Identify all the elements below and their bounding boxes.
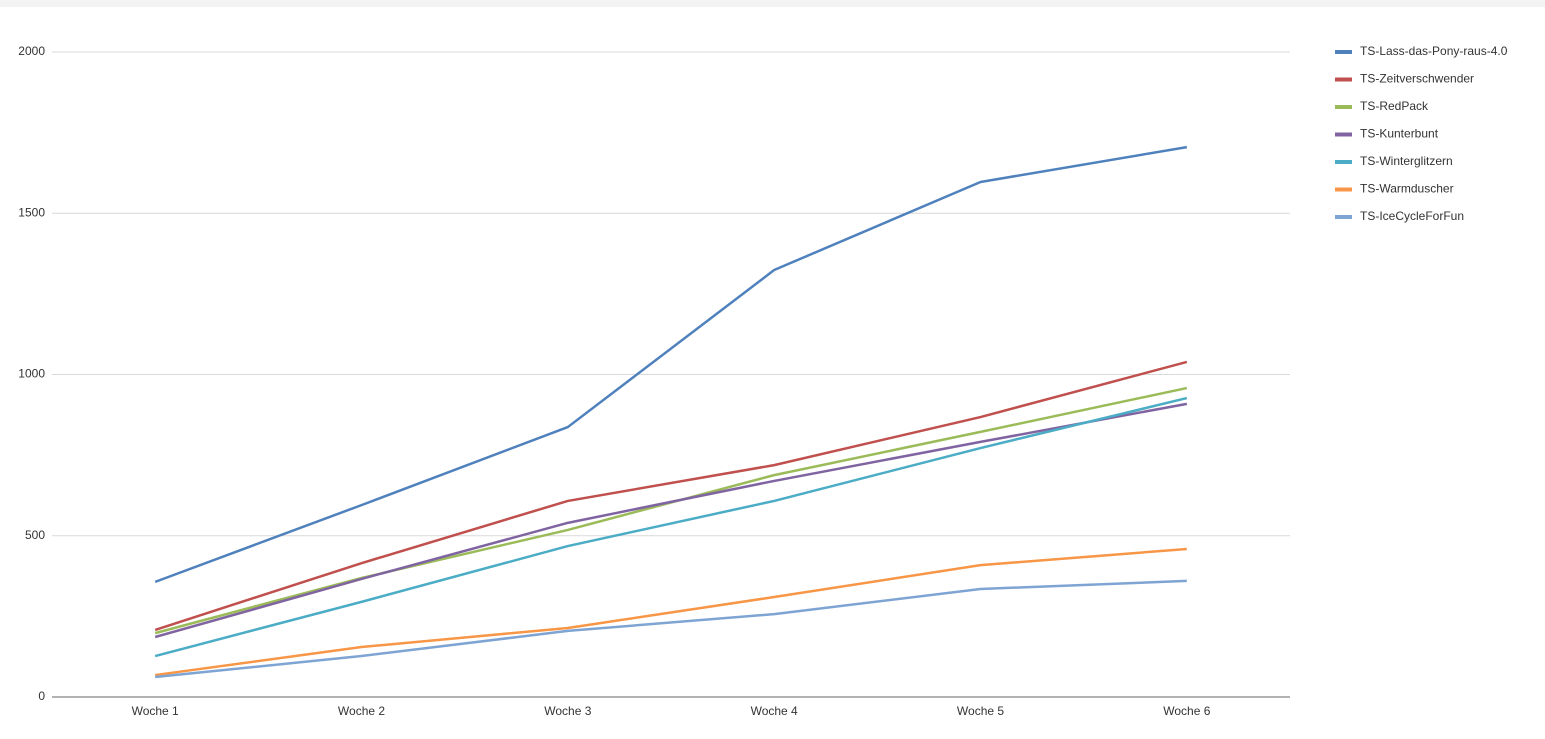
x-tick-label: Woche 5: [957, 704, 1004, 718]
x-tick-label: Woche 3: [544, 704, 591, 718]
series-line: [154, 547, 1187, 677]
legend-label: TS-Zeitverschwender: [1360, 72, 1474, 86]
series-line: [155, 579, 1187, 679]
legend-label: TS-Kunterbunt: [1360, 127, 1439, 141]
x-tick-label: Woche 1: [132, 704, 179, 718]
y-tick-label: 1000: [18, 367, 45, 381]
legend-label: TS-IceCycleForFun: [1360, 209, 1464, 223]
x-tick-label: Woche 6: [1163, 704, 1210, 718]
x-tick-label: Woche 4: [751, 704, 798, 718]
series-line: [154, 360, 1188, 632]
y-tick-label: 2000: [18, 44, 45, 58]
legend-label: TS-Winterglitzern: [1360, 154, 1453, 168]
legend-label: TS-RedPack: [1360, 99, 1429, 113]
series-line: [154, 396, 1188, 658]
series-line: [154, 402, 1188, 639]
y-tick-label: 0: [38, 689, 45, 703]
series-line: [154, 386, 1188, 635]
legend-label: TS-Warmduscher: [1360, 182, 1454, 196]
series-line: [154, 145, 1188, 584]
top-bar: [0, 0, 1545, 7]
y-tick-label: 500: [25, 528, 45, 542]
x-tick-label: Woche 2: [338, 704, 385, 718]
y-tick-label: 1500: [18, 205, 45, 219]
legend-label: TS-Lass-das-Pony-raus-4.0: [1360, 44, 1508, 58]
